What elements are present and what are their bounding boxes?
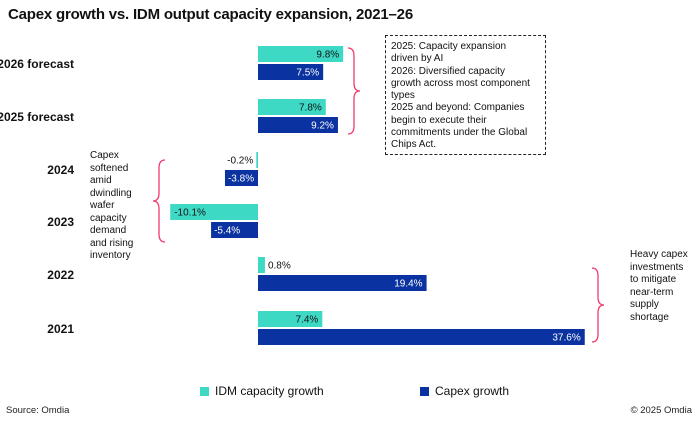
bracket <box>591 267 605 343</box>
bar-value-label: -10.1% <box>174 208 206 219</box>
bar-value-label: 37.6% <box>552 333 580 344</box>
bar-value-label: 0.8% <box>268 261 291 272</box>
brackets <box>152 47 605 343</box>
bar-idm <box>170 204 258 220</box>
forecast-note-line: commitments under the Global <box>391 127 528 139</box>
legend-item-capex: Capex growth <box>420 384 509 398</box>
bar-idm <box>258 257 265 273</box>
bar-value-label: 19.4% <box>394 279 422 290</box>
softened-note-line: demand <box>90 225 127 236</box>
bar-value-label: 9.2% <box>311 121 334 132</box>
softened-note-line: and rising <box>90 237 134 249</box>
bar-idm <box>258 46 344 62</box>
heavy-note-line: supply <box>630 299 659 310</box>
forecast-note-box: 2025: Capacity expansion driven by AI 20… <box>385 35 546 155</box>
legend-label-capex: Capex growth <box>435 384 510 398</box>
softened-note-line: dwindling <box>90 187 132 199</box>
category-label: 2022 <box>47 268 74 282</box>
category-label: 2023 <box>47 215 74 229</box>
bar-value-label: 7.5% <box>296 68 319 79</box>
bar-capex <box>211 222 258 238</box>
softened-note-line: capacity <box>90 212 127 224</box>
forecast-note-line: begin to execute their <box>391 114 487 126</box>
bar-value-label: 9.8% <box>316 50 339 61</box>
bracket <box>347 47 361 135</box>
bar-capex <box>258 117 338 133</box>
softened-note-line: amid <box>90 175 112 186</box>
softened-note-line: Capex <box>90 150 119 161</box>
source-text: Source: Omdia <box>6 405 70 416</box>
bar-value-label: -3.8% <box>228 174 254 185</box>
bar-value-label: -0.2% <box>227 156 253 167</box>
bar-idm <box>258 311 323 327</box>
heavy-note-line: investments <box>630 261 684 273</box>
heavy-note-line: near-term <box>630 286 674 298</box>
legend-swatch-idm <box>200 386 209 396</box>
category-label: 2026 forecast <box>0 57 74 71</box>
forecast-note-line: types <box>391 90 415 102</box>
softened-note: Capex softened amid dwindling wafer capa… <box>90 150 133 263</box>
softened-note-line: wafer <box>90 200 115 211</box>
heavy-note-line: shortage <box>630 311 669 323</box>
bar-value-label: 7.4% <box>296 315 319 326</box>
bar-value-label: 7.8% <box>299 103 322 114</box>
bar-idm <box>258 99 326 115</box>
forecast-note-line: Chips Act. <box>391 139 437 151</box>
bar-capex <box>258 329 585 345</box>
legend-item-idm: IDM capacity growth <box>200 384 324 398</box>
bar-capex <box>224 170 258 186</box>
bars <box>170 46 585 345</box>
heavy-note-line: Heavy capex <box>630 249 688 260</box>
forecast-note-line: 2025 and beyond: Companies <box>391 102 525 114</box>
legend-label-idm: IDM capacity growth <box>215 384 324 398</box>
softened-note-line: inventory <box>90 250 131 261</box>
category-label: 2024 <box>47 163 74 177</box>
category-label: 2025 forecast <box>0 110 74 124</box>
heavy-capex-note: Heavy capex investments to mitigate near… <box>630 249 688 324</box>
category-labels: 2026 forecast 2025 forecast 2024 2023 2022 20… <box>0 57 74 336</box>
heavy-note-line: to mitigate <box>630 274 677 285</box>
legend-swatch-capex <box>420 386 429 396</box>
forecast-note-line: growth across most component <box>391 77 530 89</box>
bar-value-labels: 9.8% 7.8% -0.2% -10.1% 0.8% 7.4% 7.5% 9.2% -3.8%… <box>174 50 581 344</box>
bracket <box>152 159 166 243</box>
chart-title: Capex growth vs. IDM output capacity exp… <box>8 6 413 23</box>
category-label: 2021 <box>47 322 74 336</box>
forecast-note-line: 2026: Diversified capacity <box>391 65 505 77</box>
forecast-note-line: driven by AI <box>391 53 444 65</box>
softened-note-line: softened <box>90 162 129 174</box>
copyright-text: © 2025 Omdia <box>630 405 692 416</box>
bar-idm <box>256 152 258 168</box>
bar-value-label: -5.4% <box>214 226 240 237</box>
bar-capex <box>258 64 324 80</box>
bar-capex <box>258 275 427 291</box>
forecast-note-line: 2025: Capacity expansion <box>391 41 507 52</box>
